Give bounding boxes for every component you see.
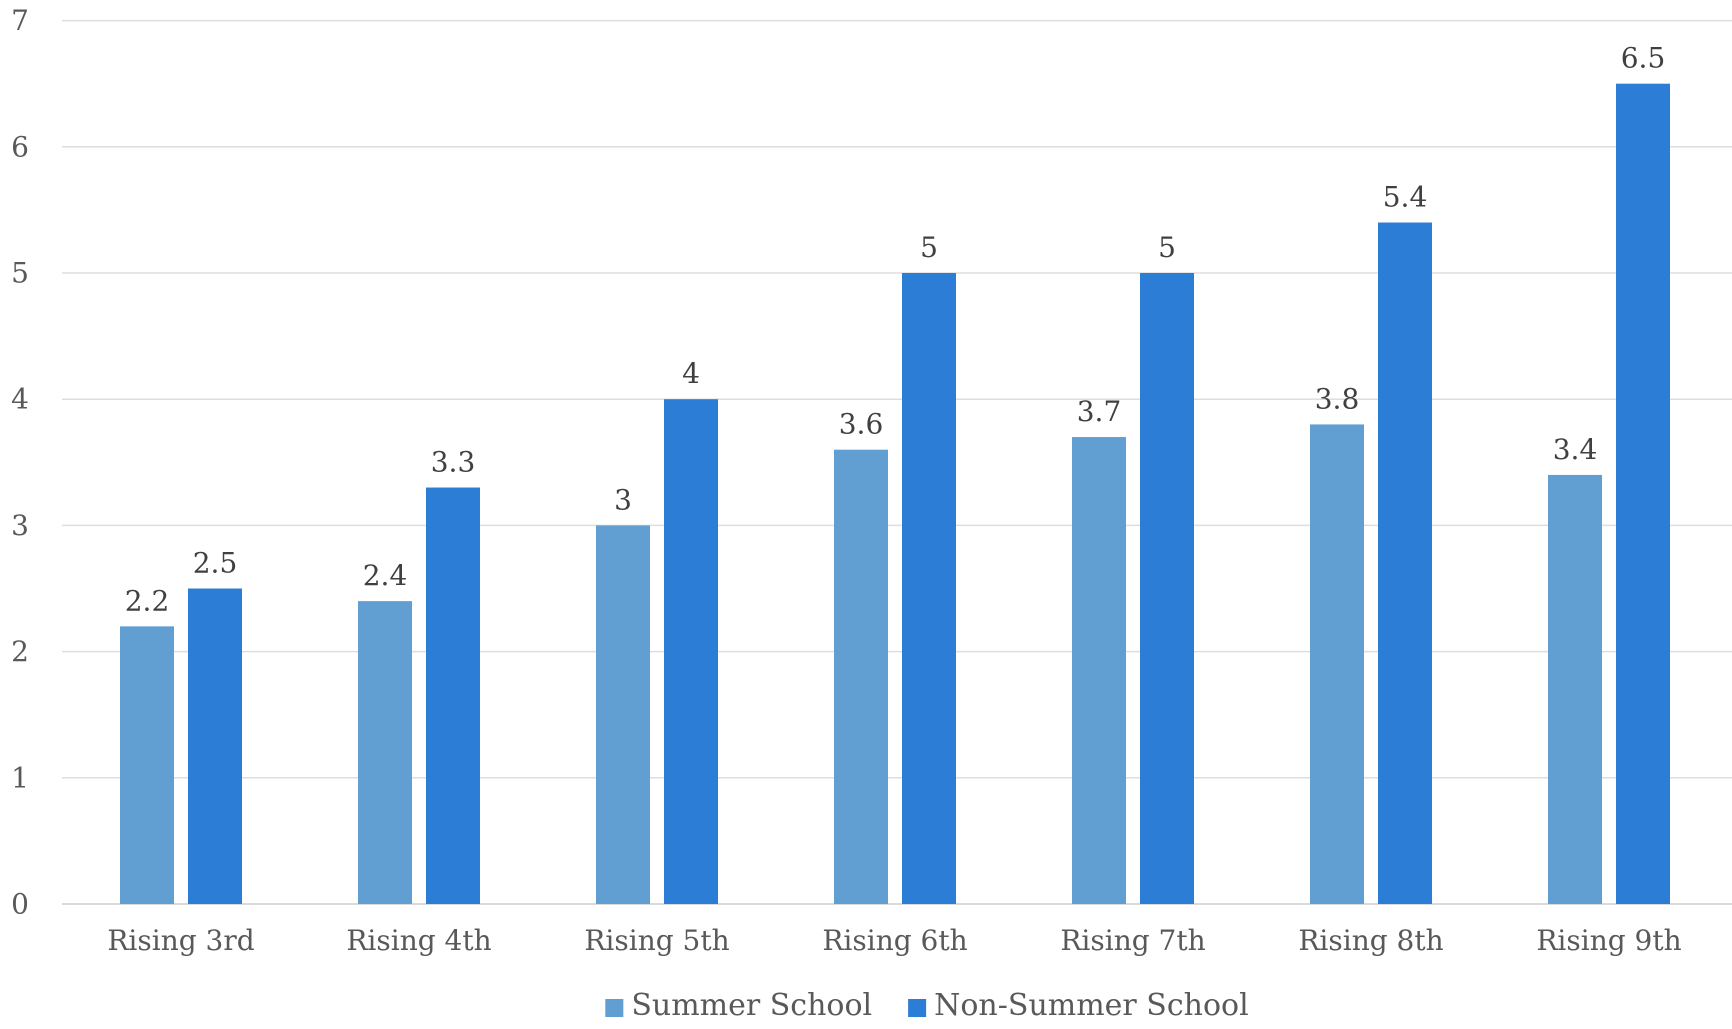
legend: Summer School Non-Summer School bbox=[605, 988, 1249, 1023]
y-tick-label: 3 bbox=[11, 509, 29, 542]
bar-non-summer-school bbox=[664, 399, 718, 904]
x-tick-label: Rising 4th bbox=[346, 924, 491, 957]
data-label: 5 bbox=[920, 231, 938, 264]
bar-summer-school bbox=[1310, 424, 1364, 904]
legend-item: Summer School bbox=[605, 988, 872, 1023]
data-label: 5.4 bbox=[1383, 181, 1428, 214]
x-tick-label: Rising 5th bbox=[584, 924, 729, 957]
legend-swatch bbox=[908, 999, 927, 1017]
bar-non-summer-school bbox=[902, 273, 956, 904]
bar-summer-school bbox=[834, 449, 888, 904]
y-tick-label: 4 bbox=[11, 383, 29, 416]
data-label: 3.6 bbox=[839, 408, 884, 441]
y-tick-label: 5 bbox=[11, 257, 29, 290]
y-tick-label: 6 bbox=[11, 130, 29, 163]
x-tick-label: Rising 8th bbox=[1298, 924, 1443, 957]
bar-non-summer-school bbox=[188, 588, 242, 904]
bar-summer-school bbox=[1072, 437, 1126, 904]
x-tick-label: Rising 3rd bbox=[107, 924, 254, 957]
gridlines bbox=[62, 19, 1732, 905]
y-tick-label: 0 bbox=[11, 888, 29, 921]
data-labels: 2.2 2.5 2.4 3.3 3 4 3.6 5 3.7 5 3.8 5.4 3.4 6.5 bbox=[125, 42, 1666, 618]
x-axis-ticks: Rising 3rd Rising 4th Rising 5th Rising 6th… bbox=[107, 924, 1681, 957]
data-label: 3.3 bbox=[431, 446, 476, 479]
data-label: 2.2 bbox=[125, 584, 170, 617]
legend-swatch bbox=[605, 999, 624, 1017]
x-tick-label: Rising 7th bbox=[1060, 924, 1205, 957]
bar-non-summer-school bbox=[1378, 222, 1432, 904]
data-label: 2.4 bbox=[363, 559, 408, 592]
bar-summer-school bbox=[120, 626, 174, 904]
legend-label: Summer School bbox=[631, 988, 872, 1023]
bar-non-summer-school bbox=[426, 487, 480, 904]
bar-summer-school bbox=[596, 525, 650, 904]
data-label: 3.8 bbox=[1315, 382, 1360, 415]
data-label: 3.4 bbox=[1553, 433, 1598, 466]
y-tick-label: 1 bbox=[11, 761, 29, 794]
y-tick-label: 7 bbox=[11, 4, 29, 37]
legend-label: Non-Summer School bbox=[934, 988, 1249, 1023]
x-tick-label: Rising 6th bbox=[822, 924, 967, 957]
bar-summer-school bbox=[358, 601, 412, 904]
data-label: 3 bbox=[614, 483, 632, 516]
y-axis-ticks: 0 1 2 3 4 5 6 7 bbox=[11, 4, 29, 920]
y-tick-label: 2 bbox=[11, 635, 29, 668]
bar-non-summer-school bbox=[1140, 273, 1194, 904]
data-label: 2.5 bbox=[193, 547, 238, 580]
data-label: 6.5 bbox=[1621, 42, 1666, 75]
data-label: 3.7 bbox=[1077, 395, 1122, 428]
legend-item: Non-Summer School bbox=[908, 988, 1249, 1023]
bar-non-summer-school bbox=[1616, 83, 1670, 904]
data-label: 4 bbox=[682, 357, 700, 390]
data-label: 5 bbox=[1158, 231, 1176, 264]
bars bbox=[120, 83, 1670, 904]
bar-summer-school bbox=[1548, 474, 1602, 904]
x-tick-label: Rising 9th bbox=[1536, 924, 1681, 957]
